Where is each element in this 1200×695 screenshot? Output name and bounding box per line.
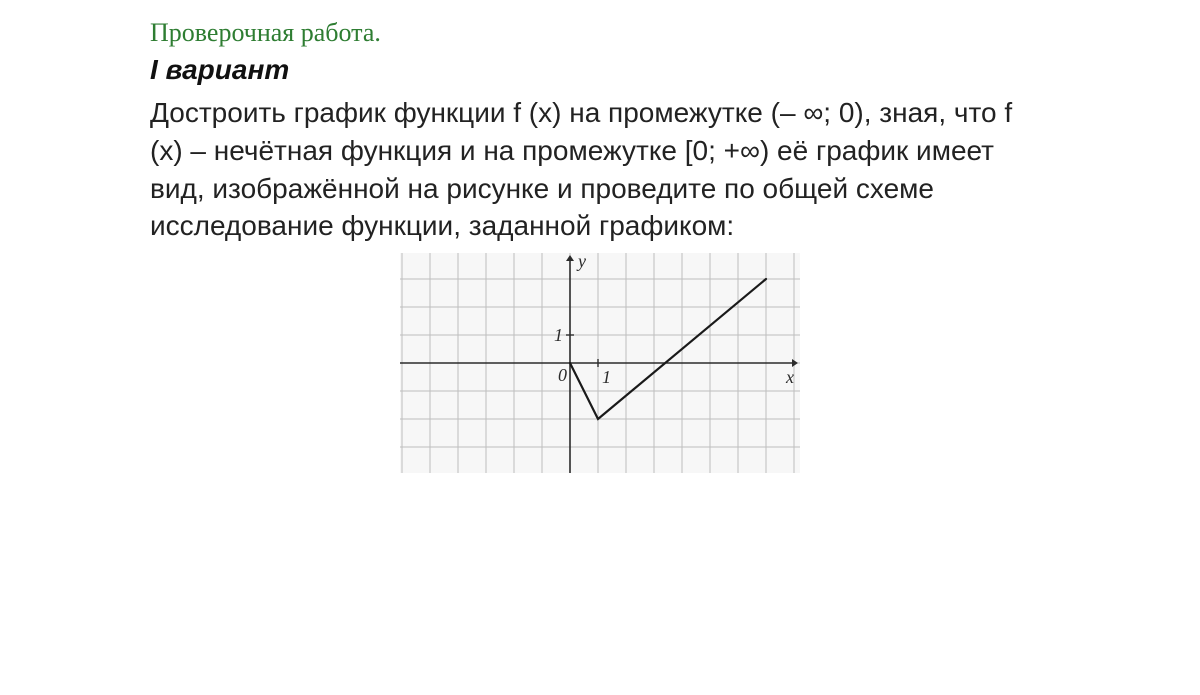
document-page: Проверочная работа. I вариант Достроить … (0, 0, 1200, 478)
quiz-header: Проверочная работа. (150, 18, 1050, 48)
function-graph: 0 1 1 x y (400, 253, 800, 473)
variant-title: I вариант (150, 54, 1050, 86)
svg-text:1: 1 (554, 325, 563, 345)
task-body-text: Достроить график функции f (x) на промеж… (150, 94, 1050, 245)
svg-text:0: 0 (558, 365, 567, 385)
svg-text:y: y (576, 253, 586, 271)
svg-text:1: 1 (602, 367, 611, 387)
chart-container: 0 1 1 x y (150, 253, 1050, 478)
svg-text:x: x (785, 367, 794, 387)
